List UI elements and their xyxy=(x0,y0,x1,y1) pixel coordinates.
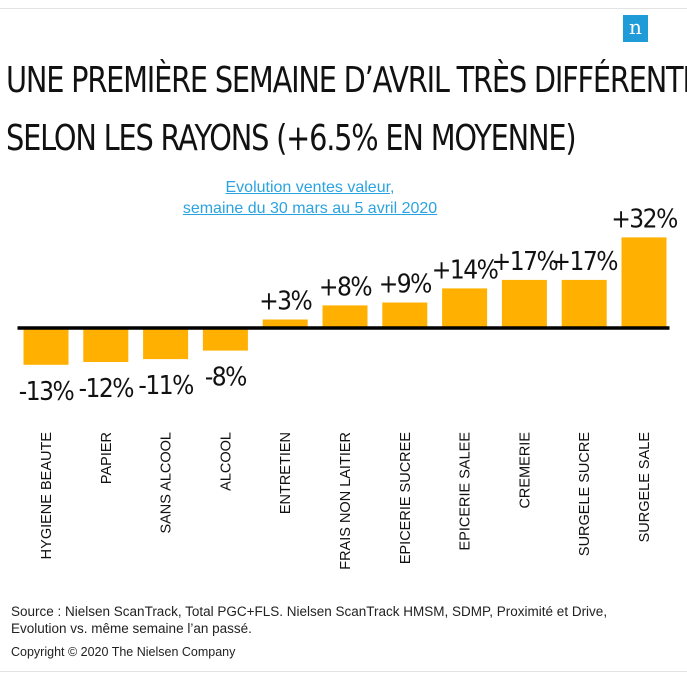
category-label-11: SURGELE SALE xyxy=(637,432,653,543)
bar-1 xyxy=(23,328,69,365)
category-label-6: FRAIS NON LAITIER xyxy=(338,432,354,570)
category-label-5: ENTRETIEN xyxy=(278,432,294,514)
bar-11 xyxy=(621,237,667,328)
category-label-9: CREMERIE xyxy=(517,432,533,509)
page-title: UNE PREMIÈRE SEMAINE D’AVRIL TRÈS DIFFÉR… xyxy=(6,52,687,168)
value-label-10: +17% xyxy=(551,247,617,277)
bar-6 xyxy=(322,305,368,328)
bar-7 xyxy=(382,302,428,328)
bar-4 xyxy=(202,328,248,351)
value-label-2: -12% xyxy=(79,374,134,404)
nielsen-logo: n xyxy=(623,15,648,42)
bar-9 xyxy=(501,279,547,328)
category-label-3: SANS ALCOOL xyxy=(159,432,175,534)
category-label-2: PAPIER xyxy=(99,432,115,484)
subtitle-line-2: semaine du 30 mars au 5 avril 2020 xyxy=(182,200,438,217)
bar-2 xyxy=(83,328,129,362)
source-line-2: Evolution vs. même semaine l’an passé. xyxy=(11,621,252,636)
category-label-7: EPICERIE SUCREE xyxy=(398,432,414,564)
bar-chart: -13% HYGIENE BEAUTE -12% PAPIER -11% SANS ALC… xyxy=(17,204,679,570)
category-label-4: ALCOOL xyxy=(218,432,234,491)
bar-10 xyxy=(561,279,607,328)
value-label-9: +17% xyxy=(492,247,558,277)
value-label-3: -11% xyxy=(138,371,193,401)
source-note: Source : Nielsen ScanTrack, Total PGC+FL… xyxy=(11,603,687,637)
bar-8 xyxy=(442,288,488,328)
value-label-1: -13% xyxy=(19,377,74,407)
bar-3 xyxy=(143,328,189,360)
top-divider xyxy=(0,8,687,9)
bottom-divider xyxy=(0,671,687,672)
copyright-text: Copyright © 2020 The Nielsen Company xyxy=(11,645,236,659)
category-label-1: HYGIENE BEAUTE xyxy=(39,432,55,560)
category-label-10: SURGELE SUCRE xyxy=(577,432,593,556)
source-line-1: Source : Nielsen ScanTrack, Total PGC+FL… xyxy=(11,604,608,619)
bar-5 xyxy=(262,319,308,328)
title-line-2: SELON LES RAYONS (+6.5% EN MOYENNE) xyxy=(6,118,577,159)
value-label-4: -8% xyxy=(205,363,246,393)
value-label-7: +9% xyxy=(379,270,431,300)
subtitle-line-1: Evolution ventes valeur, xyxy=(225,179,395,196)
value-label-5: +3% xyxy=(259,287,311,317)
value-label-8: +14% xyxy=(432,255,498,285)
category-label-8: EPICERIE SALEE xyxy=(458,432,474,551)
value-label-6: +8% xyxy=(319,272,371,302)
value-label-11: +32% xyxy=(611,204,677,234)
chart-subtitle-link[interactable]: Evolution ventes valeur, semaine du 30 m… xyxy=(140,177,480,219)
